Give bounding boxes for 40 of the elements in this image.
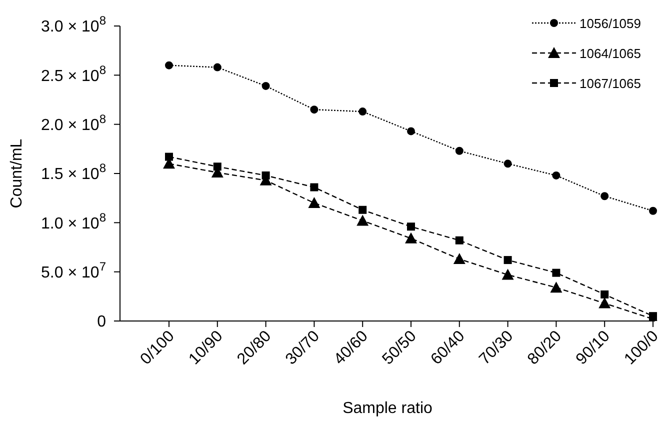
point xyxy=(262,171,270,180)
y-tick-label: 2.5 × 10$^{8}$ xyxy=(41,62,106,85)
point xyxy=(550,282,562,293)
y-tick-label: 5.0 × 10$^{7}$ xyxy=(41,259,106,282)
point xyxy=(358,108,367,116)
point xyxy=(504,256,512,264)
point xyxy=(356,214,369,226)
point xyxy=(552,171,560,180)
point xyxy=(453,253,466,264)
y-tick-label: 1.0 × 10$^{8}$ xyxy=(41,210,106,232)
point xyxy=(598,297,611,308)
point xyxy=(310,106,318,114)
point xyxy=(213,162,222,171)
legend-label: 1064/1065 xyxy=(580,46,641,60)
point xyxy=(455,146,464,155)
point xyxy=(649,206,657,215)
point xyxy=(455,236,464,244)
point xyxy=(310,183,318,192)
point xyxy=(165,152,173,161)
point xyxy=(552,268,560,277)
legend-label: 1056/1059 xyxy=(580,16,641,30)
point xyxy=(213,63,222,72)
x-axis-title: Sample ratio xyxy=(342,400,433,417)
y-tick-label: 2.0 × 10$^{8}$ xyxy=(41,112,106,134)
y-tick-label: 0 xyxy=(97,314,106,331)
point xyxy=(308,197,320,208)
y-tick-label: 1.5 × 10$^{8}$ xyxy=(41,161,106,184)
point xyxy=(405,232,417,244)
point xyxy=(358,206,367,214)
y-tick-label: 3.0 × 10$^{8}$ xyxy=(41,14,106,36)
point xyxy=(407,127,415,136)
legend-label: 1067/1065 xyxy=(580,76,641,90)
point xyxy=(600,192,609,200)
point xyxy=(262,82,270,90)
point xyxy=(502,268,514,280)
point xyxy=(504,160,512,168)
point xyxy=(165,61,173,70)
point xyxy=(600,290,609,298)
y-axis-title: Count/mL xyxy=(8,138,26,208)
point xyxy=(407,222,415,231)
